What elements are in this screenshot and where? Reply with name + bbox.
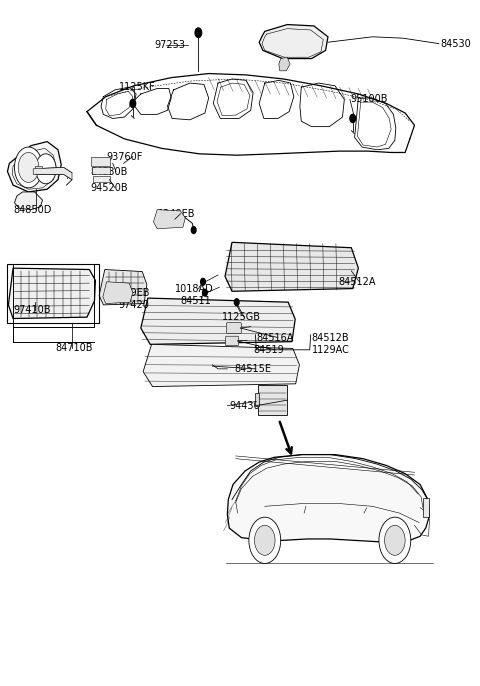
Text: 84511: 84511 (180, 296, 211, 306)
Circle shape (234, 299, 239, 305)
Polygon shape (8, 268, 96, 318)
Text: 97253: 97253 (154, 40, 185, 50)
Circle shape (130, 99, 136, 108)
Bar (8, 264, 99, 322)
Text: 1018AD: 1018AD (175, 283, 214, 294)
Polygon shape (225, 242, 359, 292)
Bar (255, 393, 259, 405)
Circle shape (254, 525, 275, 555)
Text: 1125GB: 1125GB (222, 312, 261, 322)
Text: 84515E: 84515E (234, 364, 271, 374)
FancyBboxPatch shape (227, 322, 241, 333)
Circle shape (14, 147, 43, 188)
Text: 94430: 94430 (229, 401, 260, 411)
Text: 84512A: 84512A (339, 276, 376, 287)
Bar (92, 167, 110, 174)
Polygon shape (228, 455, 430, 542)
Text: 84519: 84519 (253, 345, 284, 355)
Polygon shape (259, 25, 328, 58)
Circle shape (379, 517, 411, 563)
Text: 93760F: 93760F (107, 152, 143, 162)
Text: 84530: 84530 (440, 38, 471, 49)
Text: 97410B: 97410B (13, 305, 50, 316)
Circle shape (384, 525, 405, 555)
Polygon shape (99, 270, 147, 305)
Text: 97420: 97420 (119, 300, 150, 310)
Bar (35, 166, 42, 174)
Polygon shape (141, 298, 295, 344)
Polygon shape (33, 167, 72, 180)
Polygon shape (143, 344, 300, 386)
Text: 84516A: 84516A (256, 333, 294, 342)
Text: 1249EB: 1249EB (113, 287, 151, 298)
Bar (423, 498, 430, 517)
Circle shape (195, 28, 202, 38)
Circle shape (18, 152, 39, 182)
Circle shape (249, 517, 281, 563)
Bar (91, 156, 110, 166)
Bar (258, 385, 287, 415)
Text: 84830B: 84830B (91, 167, 128, 176)
Circle shape (201, 279, 205, 285)
Polygon shape (103, 282, 133, 303)
Text: 95100B: 95100B (350, 95, 387, 104)
Polygon shape (8, 141, 61, 192)
Text: 84850D: 84850D (13, 204, 51, 215)
Text: 84710B: 84710B (55, 344, 93, 353)
Bar (93, 176, 110, 182)
Polygon shape (279, 57, 290, 71)
Circle shape (350, 115, 356, 123)
FancyBboxPatch shape (226, 336, 239, 346)
Text: 1129AC: 1129AC (312, 345, 349, 355)
Circle shape (36, 154, 56, 184)
Circle shape (203, 289, 207, 296)
Text: 1125KF: 1125KF (119, 82, 156, 92)
Polygon shape (154, 210, 185, 228)
Polygon shape (14, 192, 43, 210)
Text: 94520B: 94520B (91, 183, 128, 193)
Text: 84512B: 84512B (312, 333, 349, 342)
Circle shape (192, 226, 196, 233)
Text: 1249EB: 1249EB (158, 209, 196, 219)
